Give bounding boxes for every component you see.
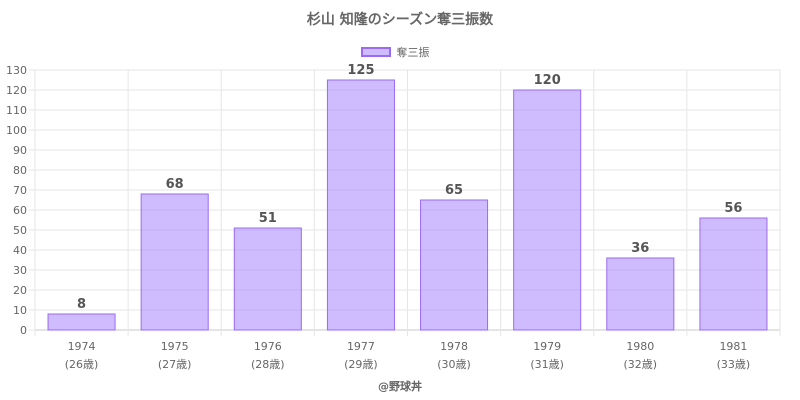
x-age-label: (31歳) [530, 358, 564, 371]
legend-swatch [360, 47, 391, 57]
x-age-label: (28歳) [251, 358, 285, 371]
x-tick-label: 1979 [533, 340, 561, 353]
y-tick-label: 30 [13, 264, 27, 277]
x-tick-label: 1978 [440, 340, 468, 353]
legend: 奪三振 [0, 44, 800, 60]
data-label: 8 [77, 297, 86, 312]
y-tick-label: 10 [13, 304, 27, 317]
x-tick-label: 1977 [347, 340, 375, 353]
x-age-label: (30歳) [437, 358, 471, 371]
x-tick-label: 1975 [161, 340, 189, 353]
y-tick-label: 20 [13, 284, 27, 297]
y-tick-label: 120 [6, 84, 27, 97]
x-age-label: (26歳) [65, 358, 99, 371]
x-tick-label: 1976 [254, 340, 282, 353]
credit-label: @野球丼 [378, 380, 422, 393]
x-age-label: (27歳) [158, 358, 192, 371]
x-age-label: (33歳) [717, 358, 751, 371]
data-label: 125 [347, 63, 374, 78]
bar [420, 199, 489, 331]
bar [233, 227, 302, 331]
data-label: 56 [724, 201, 742, 216]
bar [47, 313, 116, 331]
x-tick-label: 1974 [68, 340, 96, 353]
data-label: 68 [166, 177, 184, 192]
x-tick-label: 1981 [719, 340, 747, 353]
legend-label: 奪三振 [396, 46, 430, 59]
data-label: 120 [534, 73, 561, 88]
y-tick-label: 110 [6, 104, 27, 117]
bar [699, 217, 768, 331]
x-tick-label: 1980 [626, 340, 654, 353]
chart-title: 杉山 知隆のシーズン奪三振数 [306, 12, 494, 28]
bar [513, 89, 582, 331]
data-label: 36 [631, 241, 649, 256]
y-tick-label: 70 [13, 184, 27, 197]
bar [606, 257, 675, 331]
y-tick-label: 80 [13, 164, 27, 177]
y-tick-label: 60 [13, 204, 27, 217]
data-label: 51 [259, 211, 277, 226]
y-tick-label: 50 [13, 224, 27, 237]
y-tick-label: 100 [6, 124, 27, 137]
x-age-label: (32歳) [624, 358, 658, 371]
x-age-label: (29歳) [344, 358, 378, 371]
y-tick-label: 130 [6, 64, 27, 77]
y-tick-label: 0 [20, 324, 27, 337]
y-tick-label: 90 [13, 144, 27, 157]
bar [326, 79, 395, 331]
data-label: 65 [445, 183, 463, 198]
bar [140, 193, 209, 331]
y-tick-label: 40 [13, 244, 27, 257]
